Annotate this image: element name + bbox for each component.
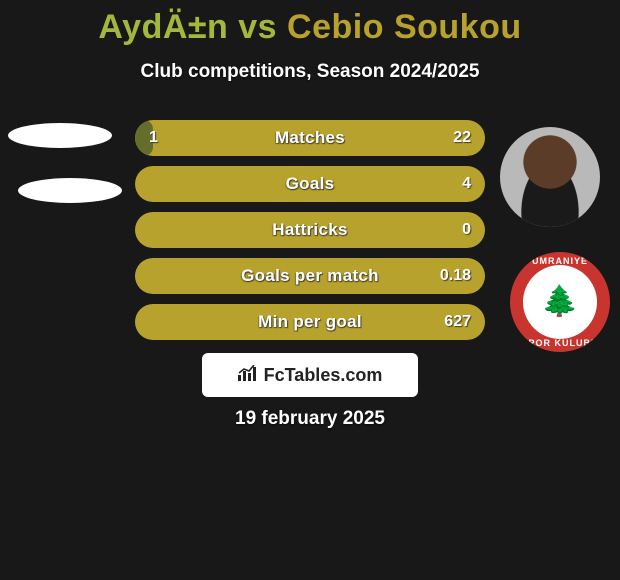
club-inner: 🌲 [523, 265, 597, 339]
stat-label: Goals [135, 166, 485, 202]
date-text: 19 february 2025 [0, 408, 620, 430]
player-right-face [500, 127, 600, 227]
fctables-link[interactable]: FcTables.com [202, 353, 418, 397]
stat-label: Goals per match [135, 258, 485, 294]
player-right-club-badge: UMRANIYE 🌲 SPOR KULUBU [510, 252, 610, 352]
comparison-card: AydÄ±n vs Cebio Soukou Club competitions… [0, 0, 620, 580]
stat-row: Matches1 22 [135, 120, 485, 156]
stat-value-right: 4 [462, 166, 471, 202]
stat-value-right: 0.18 [440, 258, 471, 294]
stat-row: Goals per match0.18 [135, 258, 485, 294]
stat-label: Matches [135, 120, 485, 156]
subtitle: Club competitions, Season 2024/2025 [0, 61, 620, 83]
stat-value-right: 0 [462, 212, 471, 248]
player-left-club-avatar [18, 178, 122, 203]
stat-value-left: 1 [149, 120, 158, 156]
tree-icon: 🌲 [541, 287, 578, 317]
stat-label: Min per goal [135, 304, 485, 340]
club-text-bot: SPOR KULUBU [510, 338, 610, 348]
player-right-avatar [500, 127, 600, 227]
stat-row: Hattricks0 [135, 212, 485, 248]
chart-icon [238, 365, 258, 386]
stat-row: Min per goal627 [135, 304, 485, 340]
stat-value-right: 627 [444, 304, 471, 340]
title-left: AydÄ±n vs [98, 8, 277, 46]
title-right: Cebio Soukou [287, 8, 522, 46]
stat-row: Goals4 [135, 166, 485, 202]
page-title: AydÄ±n vs Cebio Soukou [0, 0, 620, 47]
player-left-avatar-1 [8, 123, 112, 148]
stat-value-right: 22 [453, 120, 471, 156]
stat-label: Hattricks [135, 212, 485, 248]
badge-text: FcTables.com [264, 365, 383, 386]
stat-bars: Matches1 22 Goals4 Hattricks0 Goals per matc… [135, 120, 485, 350]
